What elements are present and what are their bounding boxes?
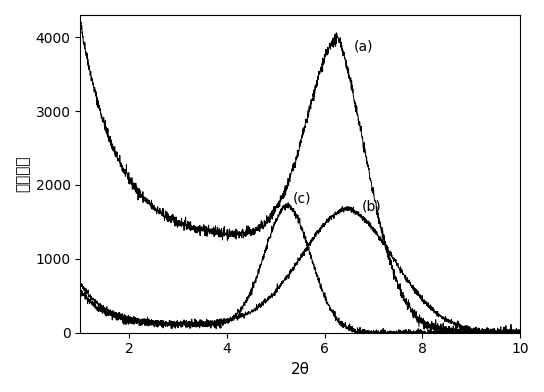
Text: (c): (c) [293, 192, 312, 206]
X-axis label: 2θ: 2θ [291, 362, 310, 377]
Text: (b): (b) [361, 199, 381, 213]
Y-axis label: 累计强度: 累计强度 [15, 156, 30, 192]
Text: (a): (a) [354, 40, 374, 53]
